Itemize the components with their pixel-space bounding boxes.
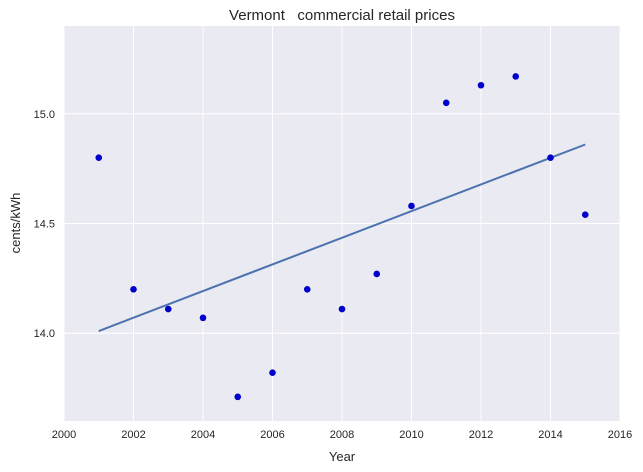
data-point	[234, 393, 242, 401]
chart-title: Vermont commercial retail prices	[229, 7, 455, 24]
x-tick-label: 2012	[469, 429, 493, 441]
trend-line-group	[98, 143, 586, 332]
x-tick-label: 2014	[538, 429, 562, 441]
data-point	[408, 202, 415, 210]
data-point	[303, 286, 311, 293]
data-point	[269, 369, 276, 377]
x-tick-label: 2004	[191, 429, 215, 441]
x-tick-label: 2002	[121, 429, 145, 441]
data-point	[130, 286, 137, 293]
x-tick-labels: 2000 2002 2004 2006 2008 2010 2012 2014 2016	[52, 429, 632, 441]
y-axis-label: cents/kWh	[8, 193, 23, 254]
grid	[63, 26, 621, 421]
x-tick-label: 2006	[260, 429, 284, 441]
data-point	[512, 73, 520, 80]
y-tick-label: 14.5	[34, 219, 55, 231]
y-tick-label: 15.0	[34, 109, 55, 121]
data-point	[164, 305, 172, 313]
x-tick-label: 2008	[330, 429, 354, 441]
trend-line	[98, 143, 586, 332]
x-tick-label: 2010	[399, 429, 423, 441]
x-axis-label: Year	[329, 449, 356, 464]
data-point	[477, 81, 485, 89]
data-points	[95, 73, 589, 401]
data-point	[581, 211, 589, 219]
data-point	[442, 99, 450, 107]
data-point	[95, 154, 103, 161]
data-point	[373, 270, 381, 278]
y-tick-label: 14.0	[34, 328, 55, 340]
data-point	[547, 154, 554, 161]
x-tick-label: 2000	[52, 429, 76, 441]
y-tick-labels: 14.0 14.5 15.0	[34, 109, 55, 340]
x-tick-label: 2016	[608, 429, 632, 441]
data-point	[199, 314, 207, 322]
data-point	[338, 305, 346, 313]
